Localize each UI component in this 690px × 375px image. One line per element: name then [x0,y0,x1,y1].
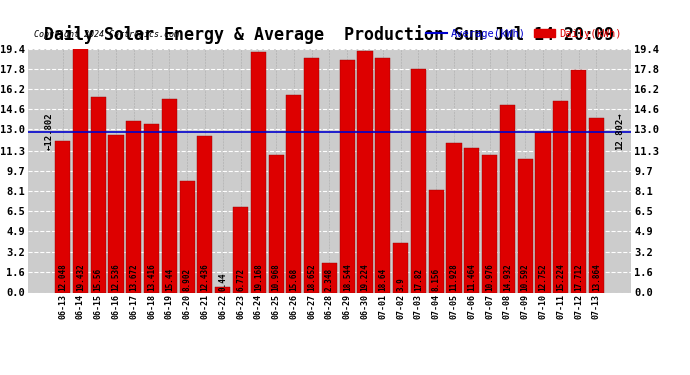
Bar [322,263,337,292]
Text: ←12.802: ←12.802 [45,113,54,150]
Text: 0.44: 0.44 [218,273,227,291]
Bar [144,124,159,292]
Text: 15.56: 15.56 [94,268,103,291]
Title: Daily Solar Energy & Average  Production Sun Jul 14 20:09: Daily Solar Energy & Average Production … [44,26,615,44]
Text: 11.928: 11.928 [449,264,459,291]
Text: 14.932: 14.932 [503,264,512,291]
Text: 17.82: 17.82 [414,268,423,291]
Bar [268,155,284,292]
Bar [553,101,569,292]
Text: 6.772: 6.772 [236,268,245,291]
Text: 12.536: 12.536 [112,264,121,291]
Bar [126,121,141,292]
Bar [179,181,195,292]
Bar [197,136,213,292]
Text: 13.864: 13.864 [592,264,601,291]
Bar [482,154,497,292]
Text: 3.9: 3.9 [396,278,405,291]
Text: 12.436: 12.436 [200,264,210,291]
Bar [518,159,533,292]
Bar [535,132,551,292]
Legend: Average(kWh), Daily(kWh): Average(kWh), Daily(kWh) [422,25,626,43]
Text: 10.592: 10.592 [521,264,530,291]
Text: 18.544: 18.544 [343,264,352,291]
Bar [500,105,515,292]
Text: 15.224: 15.224 [556,264,565,291]
Bar [428,190,444,292]
Bar [233,207,248,292]
Bar [108,135,124,292]
Text: 19.432: 19.432 [76,264,85,291]
Text: 12.752: 12.752 [538,264,547,291]
Text: 19.224: 19.224 [361,264,370,291]
Text: 13.672: 13.672 [129,264,138,291]
Text: 17.712: 17.712 [574,264,583,291]
Bar [446,142,462,292]
Bar [161,99,177,292]
Bar [304,58,319,292]
Text: 10.968: 10.968 [272,264,281,291]
Bar [250,52,266,292]
Bar [393,243,408,292]
Text: 2.348: 2.348 [325,268,334,291]
Bar [375,58,391,292]
Bar [55,141,70,292]
Bar [215,287,230,292]
Text: 13.416: 13.416 [147,264,156,291]
Bar [464,148,480,292]
Bar [286,96,302,292]
Text: 8.156: 8.156 [432,268,441,291]
Bar [339,60,355,292]
Text: 10.976: 10.976 [485,264,494,291]
Bar [571,70,586,292]
Text: 15.44: 15.44 [165,268,174,291]
Bar [411,69,426,292]
Bar [357,51,373,292]
Text: Copyright 2024 Cartronics.com: Copyright 2024 Cartronics.com [34,30,179,39]
Bar [589,118,604,292]
Text: 15.68: 15.68 [289,268,298,291]
Text: 18.64: 18.64 [378,268,387,291]
Text: 11.464: 11.464 [467,264,476,291]
Bar [73,48,88,292]
Text: 18.652: 18.652 [307,264,316,291]
Text: 12.802→: 12.802→ [615,113,624,150]
Text: 19.168: 19.168 [254,264,263,291]
Bar [90,97,106,292]
Text: 8.902: 8.902 [183,268,192,291]
Text: 12.048: 12.048 [58,264,67,291]
